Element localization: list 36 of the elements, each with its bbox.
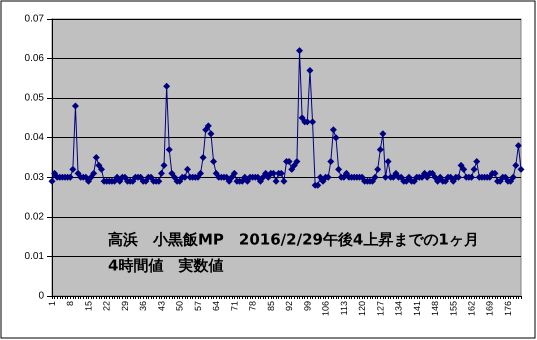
x-tick-label: 169 [484,301,495,316]
x-tick-label: 78 [248,301,258,312]
x-tick-label: 43 [156,301,166,312]
x-tick-label: 50 [174,301,185,312]
x-tick-label: 120 [357,301,368,316]
x-tick-label: 141 [412,301,422,316]
x-tick-label: 176 [502,301,513,316]
y-tick-label: 0.01 [24,250,44,262]
x-tick-label: 71 [229,301,240,312]
y-tick-label: 0.02 [24,211,44,222]
x-tick-label: 29 [120,301,130,312]
y-tick-label: 0.07 [24,14,44,24]
x-tick-label: 127 [375,301,386,316]
x-tick-label: 92 [284,301,294,312]
x-tick-label: 57 [192,301,203,312]
x-tick-label: 134 [394,301,404,316]
x-tick-label: 64 [211,301,222,312]
x-tick-label: 8 [65,301,76,306]
y-tick-label: 0.06 [24,53,44,64]
y-tick-label: 0.05 [24,92,44,104]
x-tick-label: 15 [83,301,94,312]
x-tick-label: 85 [266,301,276,312]
y-tick-label: 0 [38,290,44,302]
x-tick-label: 148 [430,301,440,316]
annotation: 4時間値 実数値 [108,256,224,274]
x-tick-label: 113 [338,301,349,316]
x-tick-label: 99 [302,301,312,312]
x-tick-label: 106 [320,301,331,316]
x-tick-label: 162 [466,301,476,316]
x-tick-label: 22 [102,301,112,312]
x-tick-label: 36 [138,301,148,312]
annotation: 高浜 小黒飯MP 2016/2/29午後4上昇までの1ヶ月 [108,230,479,248]
x-tick-label: 155 [448,301,458,316]
y-tick-label: 0.03 [24,172,44,183]
x-tick-label: 1 [47,301,57,306]
y-tick-label: 0.04 [24,132,44,144]
